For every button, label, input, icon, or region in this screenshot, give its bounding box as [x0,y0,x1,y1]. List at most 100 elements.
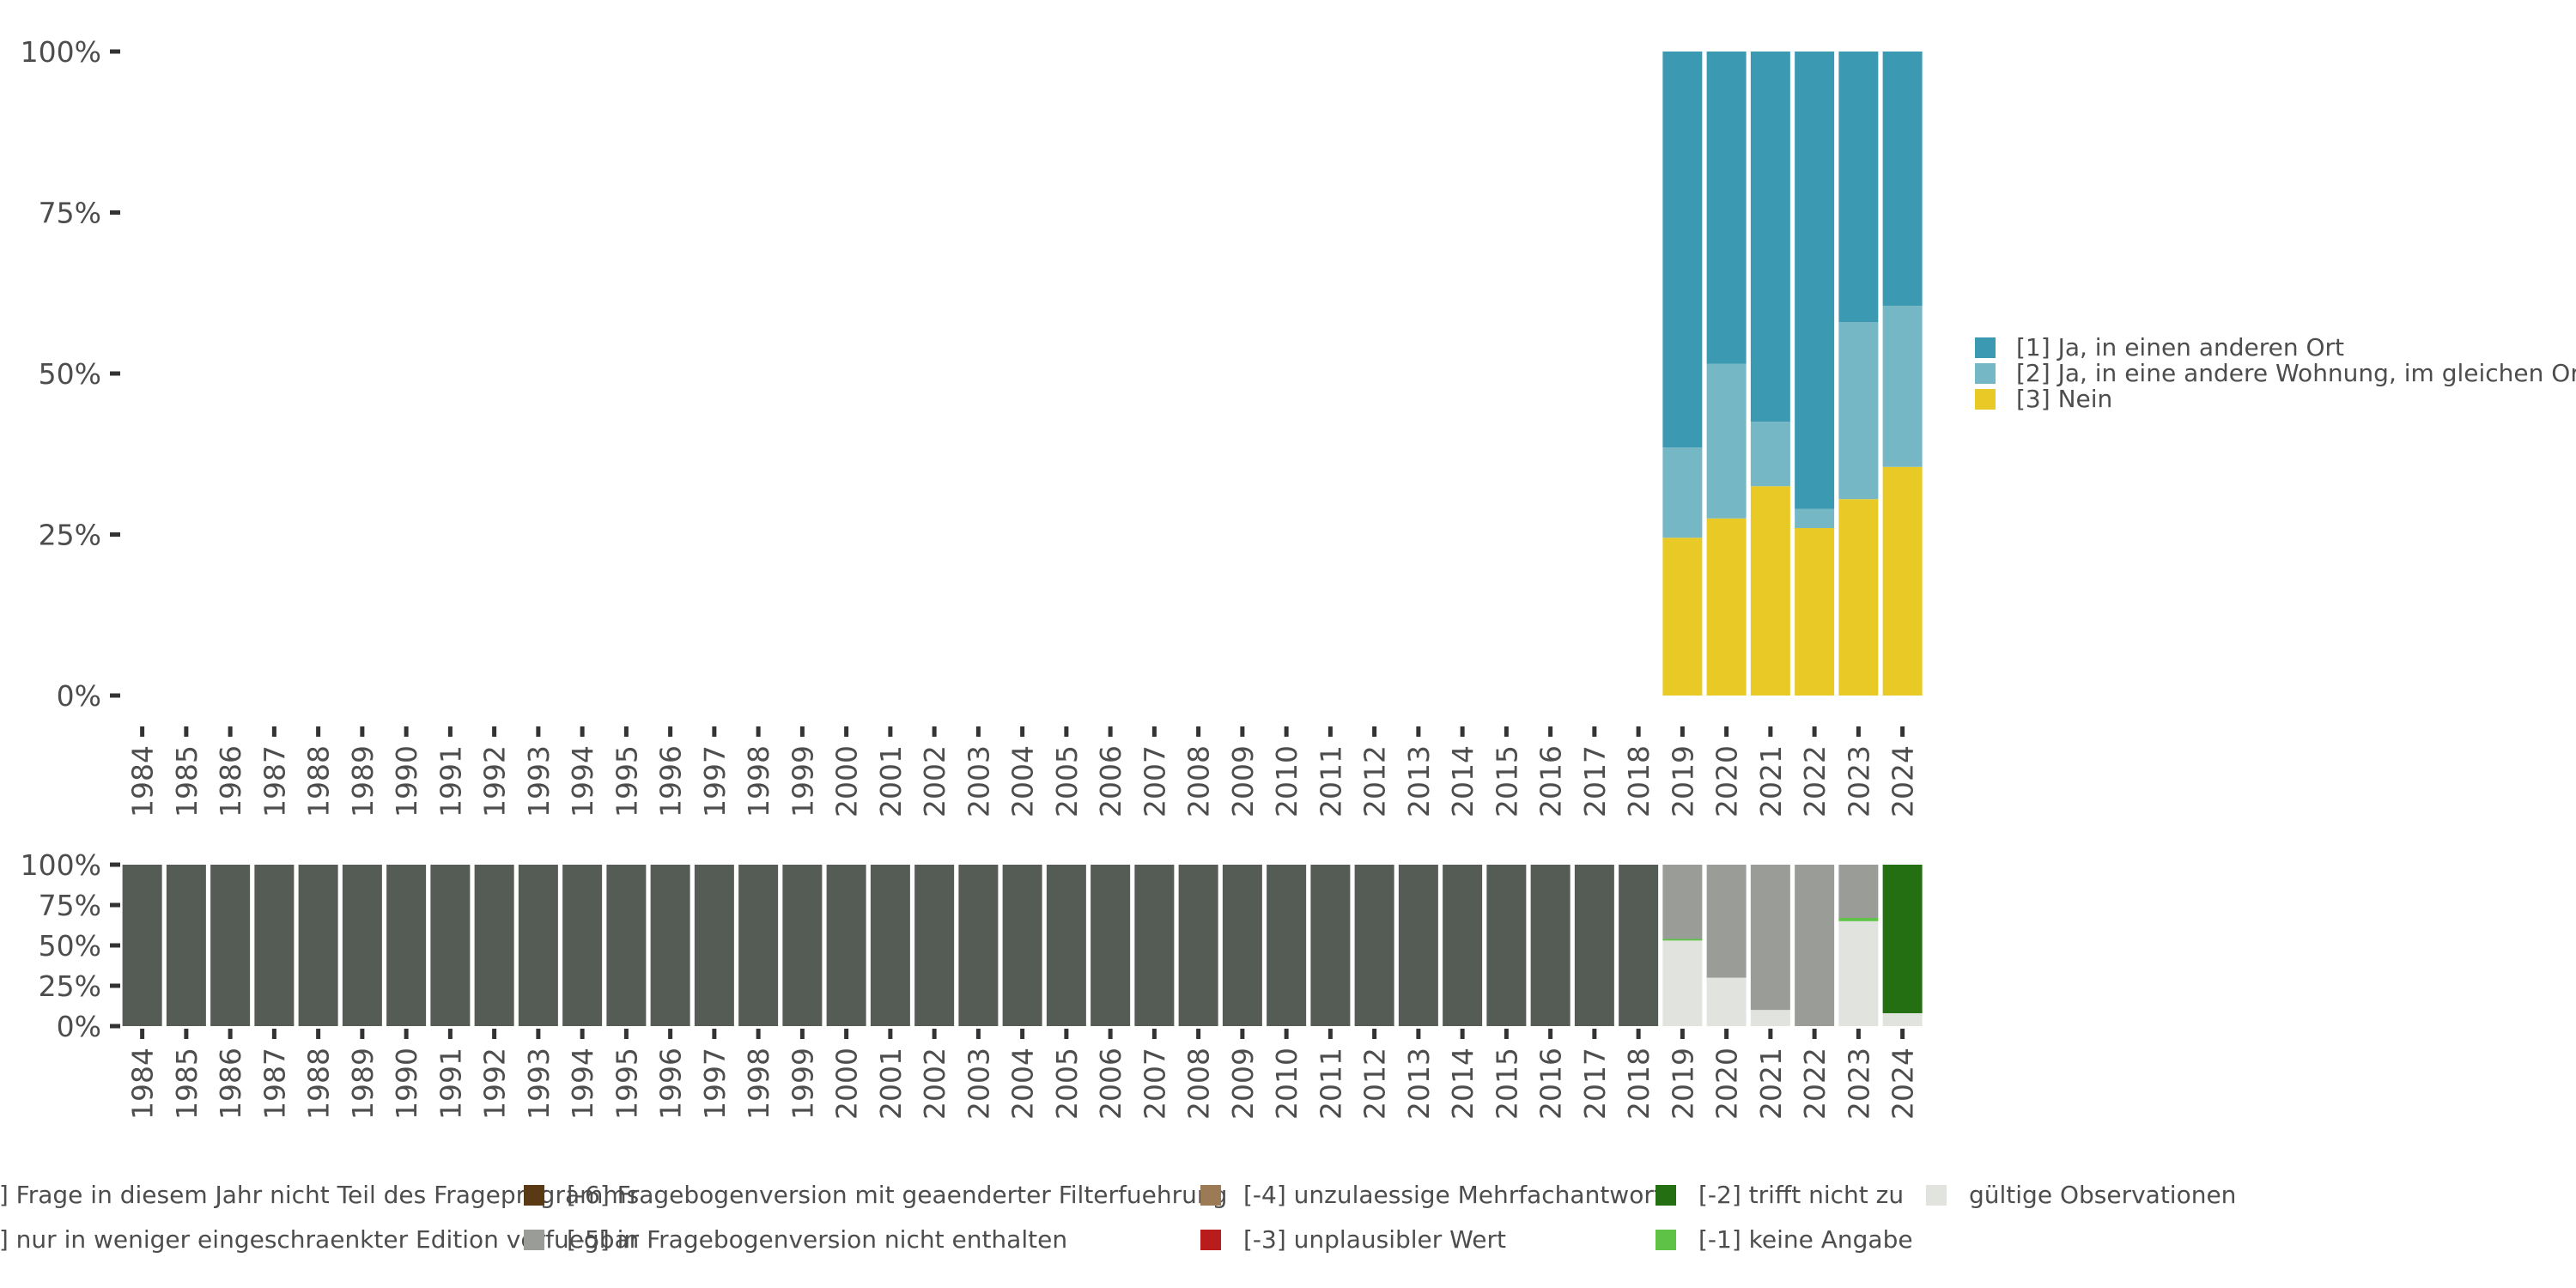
bar-segment-1-ja-in-einen-anderen-ort-2023 [1838,52,1879,322]
legend-swatch-3-unplausibler-wert [1200,1230,1221,1250]
bar-segment-8-frage-in-diesem-jahr-nicht-teil-des-frageprogramms-1984 [122,865,162,1026]
x-tick-label: 2003 [962,745,995,817]
x-tick-label: 2021 [1754,1048,1788,1120]
bar-segment-8-frage-in-diesem-jahr-nicht-teil-des-frageprogramms-1988 [298,865,338,1026]
bar-segment-8-frage-in-diesem-jahr-nicht-teil-des-frageprogramms-2001 [870,865,910,1026]
bar-segment-1-ja-in-einen-anderen-ort-2022 [1795,52,1835,509]
legend-swatch-5-in-fragebogenversion-nicht-enthalten [524,1230,544,1250]
legend-label: [-2] trifft nicht zu [1698,1181,1904,1209]
x-tick-label: 2024 [1886,745,1920,817]
x-tick-label: 2022 [1798,1048,1832,1120]
x-tick-label: 1999 [786,1048,819,1120]
bar-segment-8-frage-in-diesem-jahr-nicht-teil-des-frageprogramms-2003 [958,865,999,1026]
bar-segment-2-ja-in-eine-andere-wohnung-im-gleichen-ort-2022 [1795,508,1835,528]
x-tick-label: 1998 [742,745,775,817]
bar-segment-8-frage-in-diesem-jahr-nicht-teil-des-frageprogramms-1995 [606,865,647,1026]
x-tick-label: 1998 [742,1048,775,1120]
x-tick-label: 1989 [346,1048,380,1120]
bar-segment-8-frage-in-diesem-jahr-nicht-teil-des-frageprogramms-2009 [1222,865,1262,1026]
x-tick-label: 2013 [1402,745,1436,817]
bar-segment-8-frage-in-diesem-jahr-nicht-teil-des-frageprogramms-1989 [342,865,382,1026]
x-tick-label: 1996 [654,1048,688,1120]
y-tick-label: 100% [21,35,101,69]
x-tick-label: 1986 [214,745,247,817]
x-tick-label: 2020 [1710,1048,1744,1120]
x-tick-label: 1984 [126,1048,160,1120]
x-tick-label: 2021 [1754,745,1788,817]
x-tick-label: 1987 [258,745,291,817]
x-tick-label: 2024 [1886,1048,1920,1120]
bar-segment-8-frage-in-diesem-jahr-nicht-teil-des-frageprogramms-2010 [1267,865,1307,1026]
bar-segment-8-frage-in-diesem-jahr-nicht-teil-des-frageprogramms-1994 [562,865,603,1026]
x-tick-label: 2011 [1314,1048,1347,1120]
x-tick-label: 2003 [962,1048,995,1120]
x-tick-label: 2017 [1578,745,1612,817]
x-tick-label: 1984 [126,745,160,817]
x-tick-label: 2016 [1534,1048,1568,1120]
bar-segment-8-frage-in-diesem-jahr-nicht-teil-des-frageprogramms-2012 [1354,865,1394,1026]
bar-segment-8-frage-in-diesem-jahr-nicht-teil-des-frageprogramms-2011 [1310,865,1351,1026]
x-tick-label: 1992 [478,1048,512,1120]
x-tick-label: 2011 [1314,745,1347,817]
x-tick-label: 1995 [610,1048,643,1120]
x-tick-label: 1988 [302,1048,336,1120]
legend-label: [1] Ja, in einen anderen Ort [2016,333,2344,361]
x-tick-label: 1990 [390,1048,423,1120]
x-tick-label: 2006 [1094,745,1127,817]
bar-segment-8-frage-in-diesem-jahr-nicht-teil-des-frageprogramms-2002 [914,865,955,1026]
x-tick-label: 1987 [258,1048,291,1120]
x-tick-label: 1994 [566,1048,599,1120]
bar-segment-8-frage-in-diesem-jahr-nicht-teil-des-frageprogramms-1990 [386,865,427,1026]
bar-segment-3-nein-2019 [1662,538,1703,696]
bar-segment-5-in-fragebogenversion-nicht-enthalten-2019 [1662,865,1703,939]
legend-swatch-1-keine-angabe [1656,1230,1676,1250]
bar-segment-3-nein-2024 [1882,466,1923,696]
bar-segment-g-ltige-observationen-2021 [1750,1010,1790,1026]
bar-segment-2-ja-in-eine-andere-wohnung-im-gleichen-ort-2023 [1838,322,1879,500]
x-tick-label: 1993 [522,1048,556,1120]
bar-segment-8-frage-in-diesem-jahr-nicht-teil-des-frageprogramms-2005 [1046,865,1086,1026]
x-tick-label: 1997 [698,1048,732,1120]
bar-segment-8-frage-in-diesem-jahr-nicht-teil-des-frageprogramms-1987 [254,865,295,1026]
y-tick-label: 25% [39,969,101,1003]
x-tick-label: 2005 [1050,1048,1084,1120]
bar-segment-8-frage-in-diesem-jahr-nicht-teil-des-frageprogramms-1991 [430,865,471,1026]
x-tick-label: 2019 [1666,745,1699,817]
bottom-legend: [-8] Frage in diesem Jahr nicht Teil des… [0,1181,2236,1254]
bar-segment-8-frage-in-diesem-jahr-nicht-teil-des-frageprogramms-1996 [650,865,690,1026]
bar-segment-8-frage-in-diesem-jahr-nicht-teil-des-frageprogramms-2000 [826,865,866,1026]
bar-segment-1-keine-angabe-2023 [1838,918,1879,921]
x-tick-label: 2006 [1094,1048,1127,1120]
bar-segment-5-in-fragebogenversion-nicht-enthalten-2021 [1750,865,1790,1011]
x-tick-label: 2004 [1006,1048,1040,1120]
x-tick-label: 2017 [1578,1048,1612,1120]
x-tick-label: 1995 [610,745,643,817]
bar-segment-8-frage-in-diesem-jahr-nicht-teil-des-frageprogramms-2018 [1619,865,1659,1026]
x-tick-label: 1996 [654,745,688,817]
x-tick-label: 1992 [478,745,512,817]
x-tick-label: 2001 [874,745,908,817]
top-chart-panel: 0% 25% 50% 75% 100% 1984 1985 1986 1987 1988 1989 1… [21,35,1923,817]
x-tick-label: 1985 [170,745,204,817]
bar-segment-5-in-fragebogenversion-nicht-enthalten-2020 [1706,865,1747,978]
bar-segment-8-frage-in-diesem-jahr-nicht-teil-des-frageprogramms-2006 [1091,865,1131,1026]
x-tick-label: 2019 [1666,1048,1699,1120]
bar-segment-8-frage-in-diesem-jahr-nicht-teil-des-frageprogramms-1986 [210,865,251,1026]
x-tick-label: 2010 [1270,745,1303,817]
x-tick-label: 2008 [1182,745,1216,817]
x-tick-label: 1997 [698,745,732,817]
legend-swatch-1-ja-in-einen-anderen-ort [1975,337,1996,358]
bar-segment-8-frage-in-diesem-jahr-nicht-teil-des-frageprogramms-2017 [1574,865,1614,1026]
x-tick-label: 2013 [1402,1048,1436,1120]
y-tick-label: 50% [39,929,101,963]
bar-segment-1-ja-in-einen-anderen-ort-2020 [1706,52,1747,364]
y-tick-label: 25% [39,519,101,552]
x-tick-label: 2000 [830,1048,864,1120]
legend-swatch-3-nein [1975,389,1996,410]
x-tick-label: 2020 [1710,745,1744,817]
bar-segment-5-in-fragebogenversion-nicht-enthalten-2022 [1795,865,1835,1026]
bar-segment-3-nein-2023 [1838,499,1879,696]
bar-segment-g-ltige-observationen-2023 [1838,920,1879,1026]
bar-segment-5-in-fragebogenversion-nicht-enthalten-2023 [1838,865,1879,919]
x-tick-label: 2009 [1226,1048,1260,1120]
